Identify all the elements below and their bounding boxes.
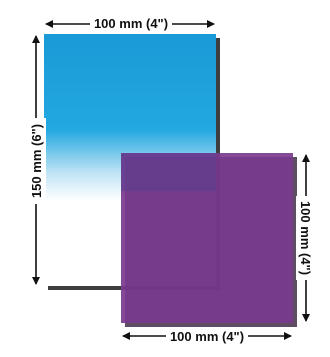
bottom-width-label: 100 mm (4") (170, 329, 244, 344)
filter-overlap-region (121, 153, 216, 191)
top-width-label-bg (90, 14, 172, 32)
left-height-label-bg (26, 118, 46, 204)
right-height-label-bg (296, 196, 316, 280)
right-height-label: 100 mm (4") (298, 201, 313, 275)
top-width-label: 100 mm (4") (94, 16, 168, 31)
bottom-width-label-bg (166, 327, 248, 345)
left-height-label: 150 mm (6") (29, 124, 44, 198)
